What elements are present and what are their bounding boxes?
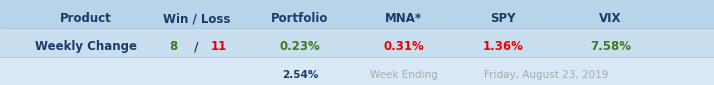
Text: VIX: VIX xyxy=(599,12,622,25)
Text: 2.54%: 2.54% xyxy=(282,70,318,80)
Bar xyxy=(0,28,714,57)
Text: 1.36%: 1.36% xyxy=(483,40,524,53)
Text: /: / xyxy=(190,40,203,53)
Text: Friday, August 23, 2019: Friday, August 23, 2019 xyxy=(484,70,608,80)
Text: Portfolio: Portfolio xyxy=(271,12,328,25)
Text: Win / Loss: Win / Loss xyxy=(163,12,230,25)
Text: SPY: SPY xyxy=(491,12,516,25)
Text: 8: 8 xyxy=(169,40,178,53)
Text: 0.31%: 0.31% xyxy=(383,40,424,53)
Bar xyxy=(0,57,714,85)
Text: MNA*: MNA* xyxy=(385,12,422,25)
Text: Weekly Change: Weekly Change xyxy=(35,40,136,53)
Text: 0.23%: 0.23% xyxy=(279,40,321,53)
Text: Week Ending: Week Ending xyxy=(370,70,437,80)
Bar xyxy=(0,0,714,28)
Text: Product: Product xyxy=(60,12,111,25)
Text: 7.58%: 7.58% xyxy=(590,40,631,53)
Text: 11: 11 xyxy=(211,40,226,53)
